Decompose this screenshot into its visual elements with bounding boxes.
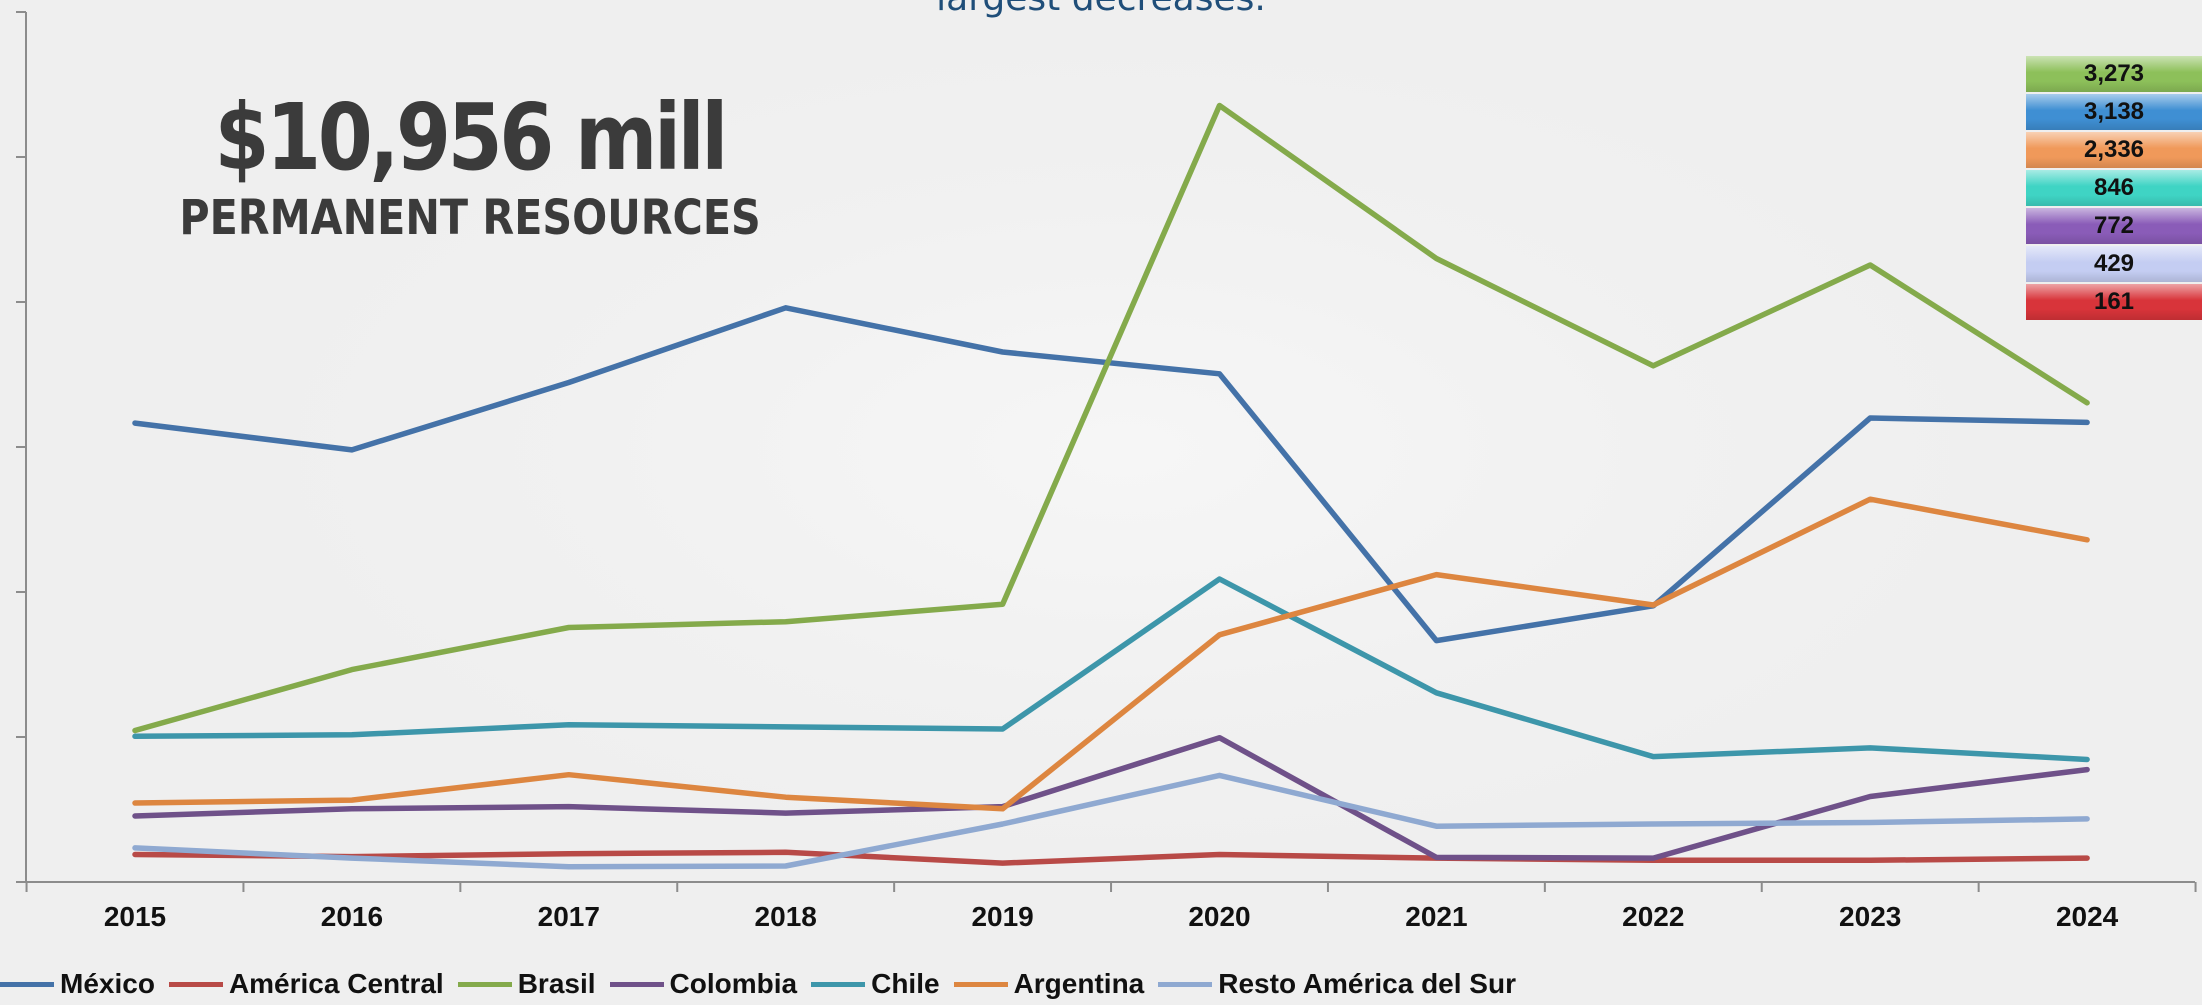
legend-label: Argentina xyxy=(1013,968,1145,999)
x-tick-label: 2021 xyxy=(1405,901,1467,932)
x-tick-label: 2018 xyxy=(755,901,817,932)
x-tick-label: 2017 xyxy=(538,901,600,932)
series-line xyxy=(132,102,2090,734)
legend-label: Chile xyxy=(871,968,940,999)
value-box-cell: 3,138 xyxy=(2026,94,2202,130)
legend-swatch xyxy=(457,981,512,987)
x-tick-label: 2022 xyxy=(1622,901,1684,932)
value-box-cell: 429 xyxy=(2026,246,2202,282)
series-line xyxy=(132,496,2090,812)
legend-label: México xyxy=(60,968,155,999)
value-box-cell: 161 xyxy=(2026,284,2202,320)
legend-label: América Central xyxy=(228,968,444,999)
legend-swatch xyxy=(168,981,223,987)
x-tick-label: 2016 xyxy=(321,901,383,932)
series-line xyxy=(132,734,2090,861)
x-tick-label: 2020 xyxy=(1188,901,1250,932)
legend-item: México xyxy=(0,968,155,1000)
legend-item: América Central xyxy=(168,968,444,1000)
series-line xyxy=(132,305,2090,644)
legend-label: Brasil xyxy=(517,968,596,999)
legend-item: Chile xyxy=(811,968,940,1000)
series-line xyxy=(132,576,2090,763)
chart-subtitle-fragment: largest decreases. xyxy=(0,0,2202,19)
legend-item: Argentina xyxy=(953,968,1145,1000)
chart-axes xyxy=(16,11,2197,892)
value-box-cell: 2,336 xyxy=(2026,132,2202,168)
x-tick-label: 2023 xyxy=(1839,901,1901,932)
series-line xyxy=(132,772,2090,870)
value-box-cell: 846 xyxy=(2026,170,2202,206)
value-box-cell: 772 xyxy=(2026,208,2202,244)
x-tick-label: 2019 xyxy=(971,901,1033,932)
legend-label: Colombia xyxy=(669,968,798,999)
series-line xyxy=(132,849,2090,866)
legend-swatch xyxy=(811,981,866,987)
value-box-cell: 3,273 xyxy=(2026,56,2202,92)
x-tick-labels: 2015 2016 2017 2018 2019 2020 2021 2022 2023 2024 xyxy=(104,901,2119,932)
headline-block: $10,956 mill PERMANENT RESOURCES xyxy=(120,84,820,246)
legend-item: Colombia xyxy=(609,968,798,1000)
x-tick-label: 2024 xyxy=(2056,901,2119,932)
legend-item: Resto América del Sur xyxy=(1158,968,1516,1000)
chart-series-lines xyxy=(132,102,2090,870)
headline-amount: $10,956 mill xyxy=(214,84,729,191)
legend-swatch xyxy=(609,981,664,987)
legend-item: Brasil xyxy=(457,968,596,1000)
chart-legend: México América Central Brasil Colombia Chile… xyxy=(0,966,1530,1002)
legend-swatch xyxy=(0,981,54,987)
legend-swatch xyxy=(1158,981,1213,987)
legend-label: Resto América del Sur xyxy=(1218,968,1516,999)
value-box: 3,273 3,138 2,336 846 772 429 161 xyxy=(2026,56,2202,322)
headline-caption: PERMANENT RESOURCES xyxy=(179,190,761,246)
legend-swatch xyxy=(953,981,1008,987)
x-tick-label: 2015 xyxy=(104,901,166,932)
